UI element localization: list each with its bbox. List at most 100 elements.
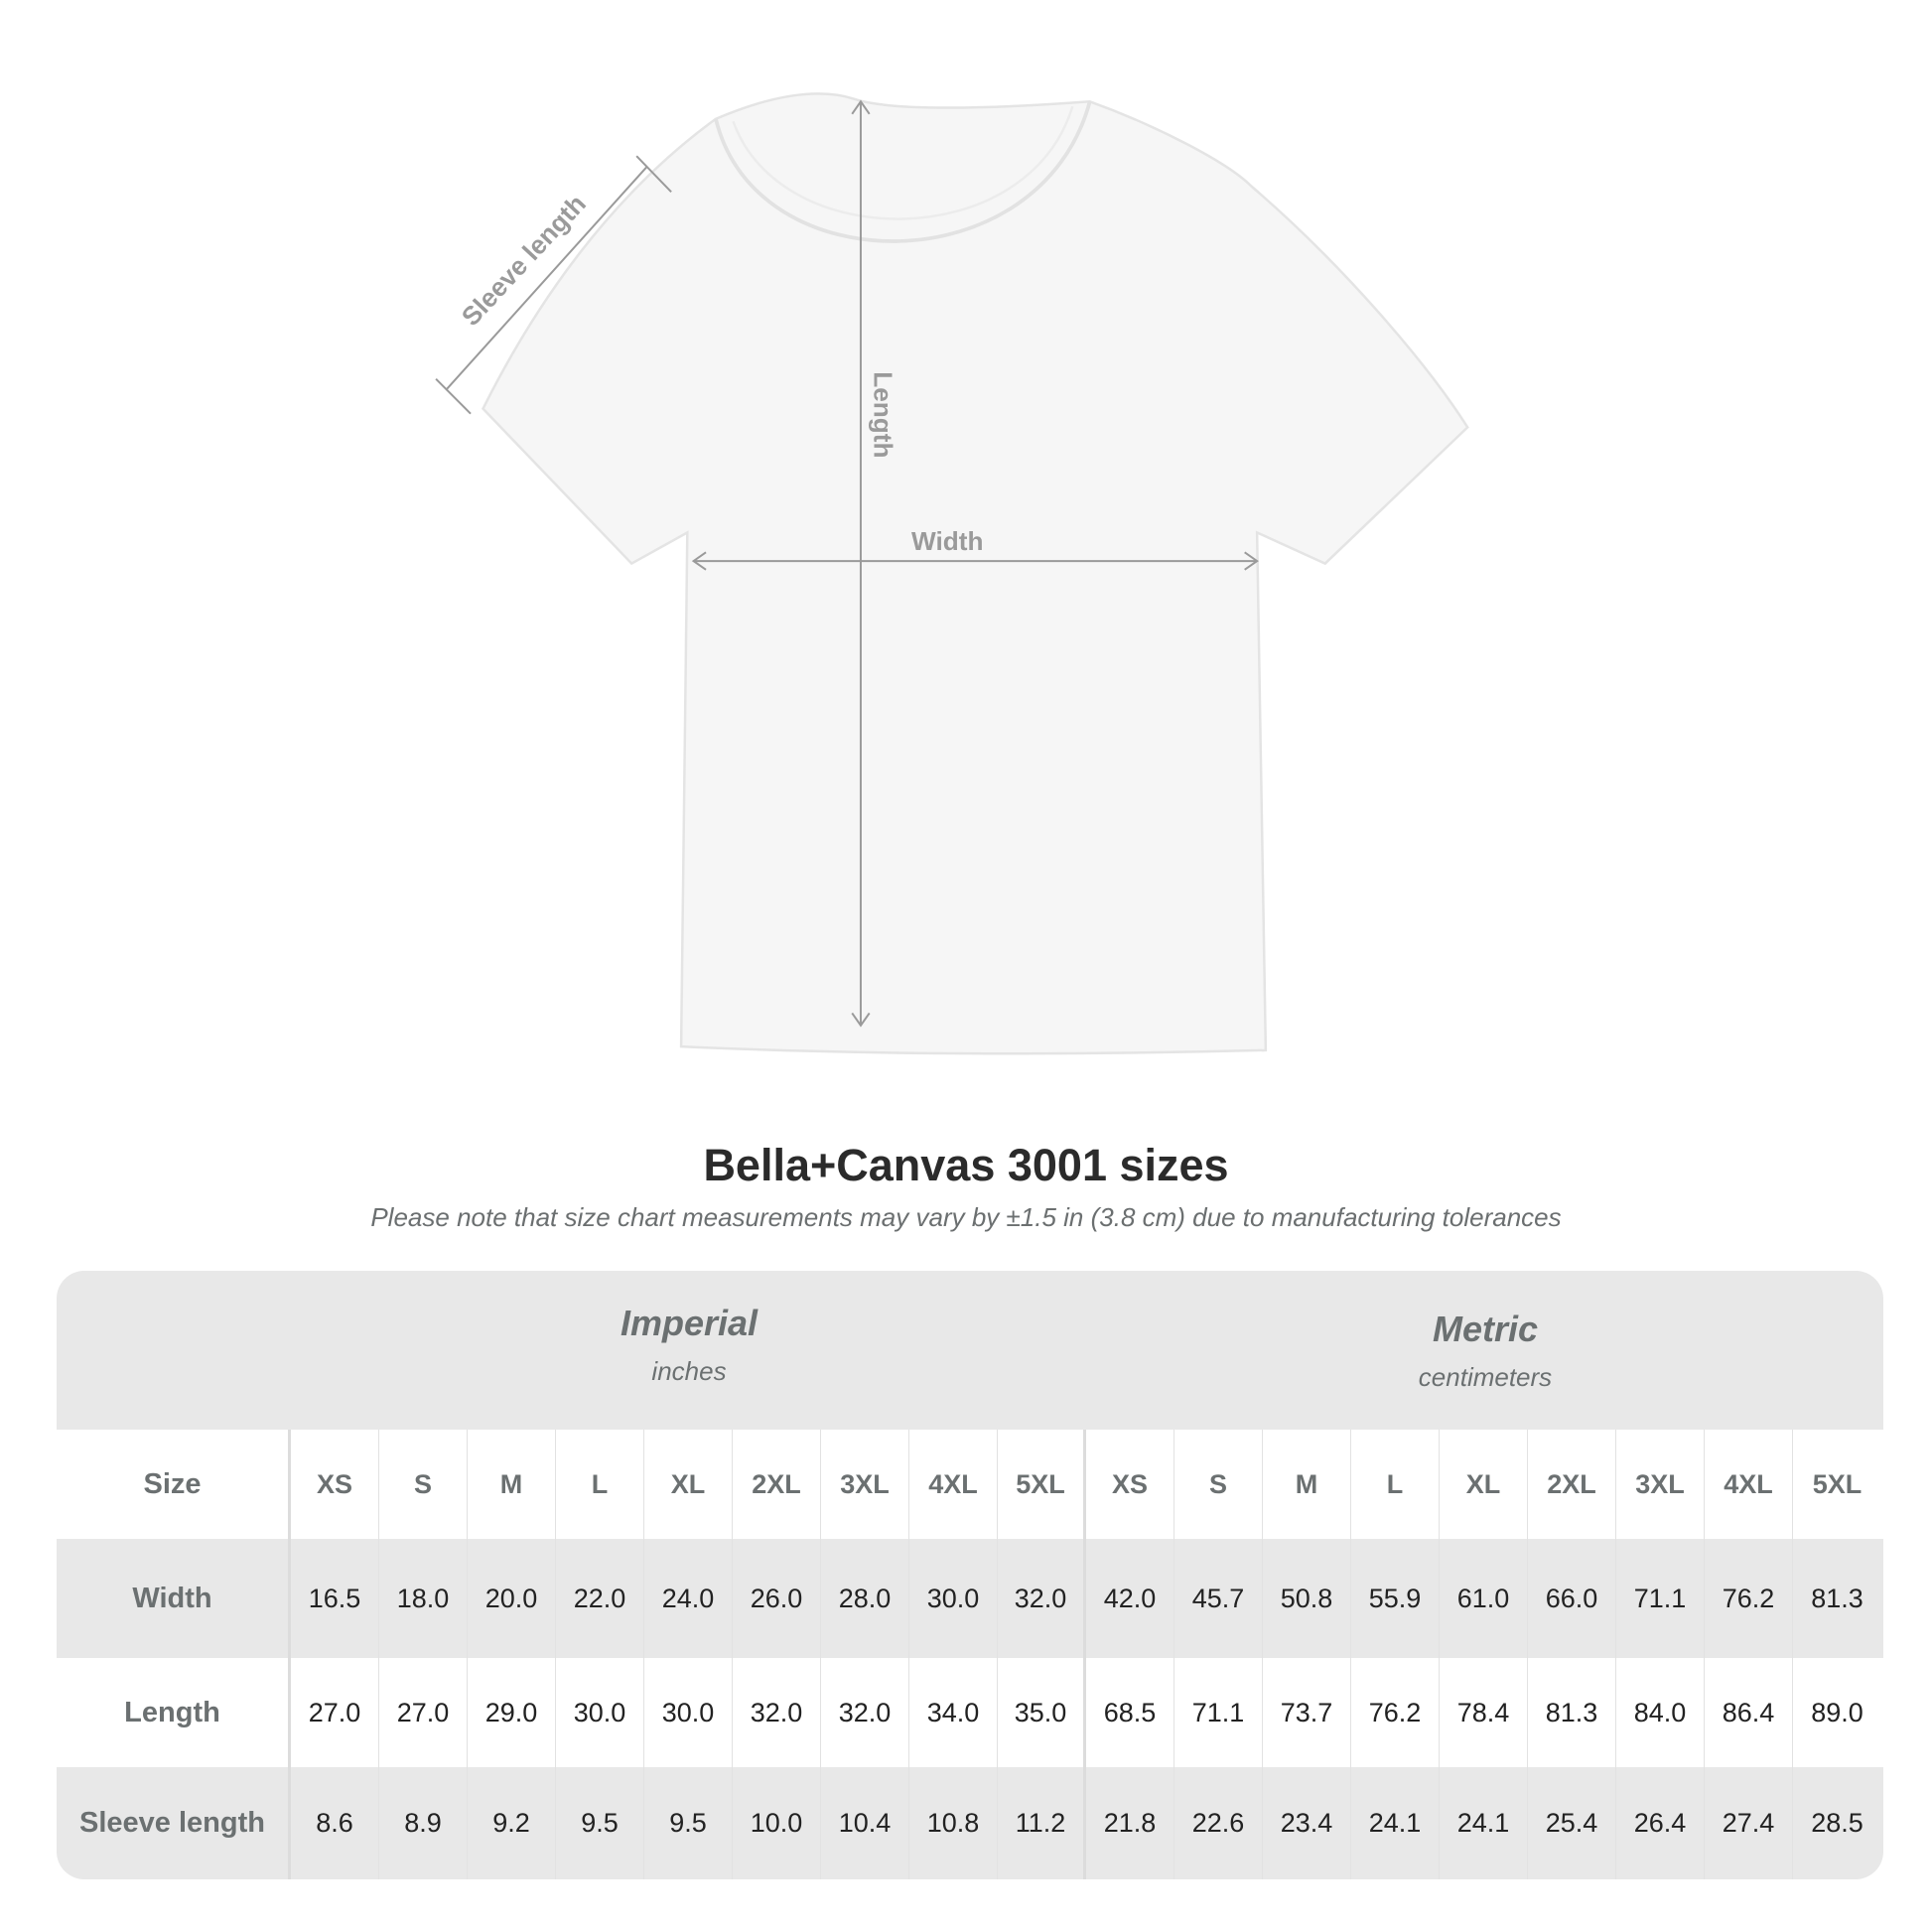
collar-inner — [732, 105, 1074, 220]
unit-header-band: Imperial inches Metric centimeters — [57, 1271, 1883, 1430]
size-header-metric-4xl: 4XL — [1705, 1430, 1793, 1539]
size-header-metric-5xl: 5XL — [1812, 1468, 1863, 1499]
table-cell: 26.4 — [1616, 1767, 1705, 1879]
size-header-metric-2xl: 2XL — [1528, 1430, 1616, 1539]
table-cell: 21.8 — [1086, 1767, 1174, 1879]
length-label: Length — [869, 371, 898, 458]
table-cell: 30.0 — [556, 1658, 644, 1767]
sleeve-tick-b — [635, 155, 672, 194]
table-cell: 29.0 — [468, 1658, 556, 1767]
table-cell: 24.1 — [1351, 1767, 1440, 1879]
imperial-title: Imperial — [620, 1303, 759, 1343]
table-cell: 10.8 — [909, 1767, 998, 1879]
size-header-metric-l: L — [1351, 1430, 1440, 1539]
width-arrow-left — [691, 551, 707, 571]
table-cell: 27.0 — [291, 1658, 379, 1767]
table-cell: 89.0 — [1811, 1697, 1863, 1727]
imperial-unit: inches — [651, 1356, 727, 1386]
metric-title: Metric — [1432, 1309, 1539, 1349]
size-label: Size — [57, 1430, 291, 1539]
tshirt-image — [481, 92, 1469, 1055]
width-label: Width — [911, 526, 983, 556]
table-cell: 35.0 — [998, 1658, 1086, 1767]
size-header-imperial-l: L — [556, 1430, 644, 1539]
row-label: Length — [57, 1658, 291, 1767]
table-row: Sleeve length 8.6 8.9 9.2 9.5 9.5 10.0 10.4 10.8… — [57, 1767, 1883, 1879]
size-header-metric-s: S — [1174, 1430, 1263, 1539]
size-header-metric-xs: XS — [1086, 1430, 1174, 1539]
metric-header: Metric centimeters — [1087, 1309, 1883, 1393]
chart-title: Bella+Canvas 3001 sizes — [703, 1140, 1229, 1190]
table-cell: 66.0 — [1528, 1539, 1616, 1658]
table-cell: 22.6 — [1174, 1767, 1263, 1879]
table-cell: 76.2 — [1705, 1539, 1793, 1658]
table-cell: 32.0 — [998, 1539, 1086, 1658]
row-label: Width — [57, 1539, 291, 1658]
table-cell: 55.9 — [1351, 1539, 1440, 1658]
size-header-imperial-3xl: 3XL — [821, 1430, 909, 1539]
table-cell: 8.6 — [291, 1767, 379, 1879]
table-cell: 86.4 — [1705, 1658, 1793, 1767]
sleeve-line — [445, 166, 647, 391]
table-cell: 23.4 — [1263, 1767, 1351, 1879]
size-table: Imperial inches Metric centimeters Size X… — [57, 1271, 1883, 1879]
table-cell: 30.0 — [644, 1658, 733, 1767]
row-label: Sleeve length — [57, 1767, 291, 1879]
table-cell: 32.0 — [733, 1658, 821, 1767]
table-cell: 50.8 — [1263, 1539, 1351, 1658]
size-header-metric-m: M — [1263, 1430, 1351, 1539]
size-header-imperial-4xl: 4XL — [909, 1430, 998, 1539]
table-cell: 28.5 — [1811, 1808, 1863, 1838]
table-cell: 18.0 — [379, 1539, 468, 1658]
imperial-header: Imperial inches — [291, 1303, 1087, 1387]
table-cell: 11.2 — [998, 1767, 1086, 1879]
table-cell: 27.0 — [379, 1658, 468, 1767]
table-row: Width 16.5 18.0 20.0 22.0 24.0 26.0 28.0 30.0 32.… — [57, 1539, 1883, 1658]
size-header-metric-xl: XL — [1440, 1430, 1528, 1539]
table-cell: 76.2 — [1351, 1658, 1440, 1767]
table-cell: 28.0 — [821, 1539, 909, 1658]
table-cell: 10.4 — [821, 1767, 909, 1879]
size-header-imperial-2xl: 2XL — [733, 1430, 821, 1539]
table-cell: 20.0 — [468, 1539, 556, 1658]
table-cell: 8.9 — [379, 1767, 468, 1879]
table-cell: 45.7 — [1174, 1539, 1263, 1658]
table-cell: 71.1 — [1174, 1658, 1263, 1767]
table-cell: 71.1 — [1616, 1539, 1705, 1658]
size-header-row: Size XS S M L XL 2XL 3XL 4XL 5XL XS S M L XL 2XL 3XL 4XL 5… — [57, 1430, 1883, 1539]
table-cell: 9.5 — [644, 1767, 733, 1879]
table-cell: 9.5 — [556, 1767, 644, 1879]
table-cell: 16.5 — [291, 1539, 379, 1658]
table-cell: 30.0 — [909, 1539, 998, 1658]
collar — [714, 100, 1092, 243]
table-cell: 27.4 — [1705, 1767, 1793, 1879]
length-arrow-top — [851, 99, 871, 115]
table-cell: 34.0 — [909, 1658, 998, 1767]
table-cell: 81.3 — [1528, 1658, 1616, 1767]
size-header-metric-3xl: 3XL — [1616, 1430, 1705, 1539]
table-cell: 26.0 — [733, 1539, 821, 1658]
size-header-imperial-xl: XL — [644, 1430, 733, 1539]
table-cell: 81.3 — [1811, 1583, 1863, 1613]
size-header-imperial-m: M — [468, 1430, 556, 1539]
sleeve-tick-a — [435, 378, 472, 415]
table-cell: 22.0 — [556, 1539, 644, 1658]
table-cell: 24.0 — [644, 1539, 733, 1658]
size-header-imperial-s: S — [379, 1430, 468, 1539]
width-arrow-right — [1244, 551, 1259, 571]
table-row: Length 27.0 27.0 29.0 30.0 30.0 32.0 32.0 34.0 35… — [57, 1658, 1883, 1767]
size-header-imperial-xs: XS — [291, 1430, 379, 1539]
table-cell: 32.0 — [821, 1658, 909, 1767]
size-header-imperial-5xl: 5XL — [998, 1430, 1086, 1539]
table-cell: 73.7 — [1263, 1658, 1351, 1767]
table-cell: 25.4 — [1528, 1767, 1616, 1879]
table-cell: 42.0 — [1086, 1539, 1174, 1658]
metric-unit: centimeters — [1418, 1362, 1553, 1392]
length-arrow-bottom — [851, 1012, 871, 1028]
table-cell: 24.1 — [1440, 1767, 1528, 1879]
table-cell: 78.4 — [1440, 1658, 1528, 1767]
table-cell: 68.5 — [1086, 1658, 1174, 1767]
table-cell: 84.0 — [1616, 1658, 1705, 1767]
tolerance-note: Please note that size chart measurements… — [370, 1202, 1562, 1232]
